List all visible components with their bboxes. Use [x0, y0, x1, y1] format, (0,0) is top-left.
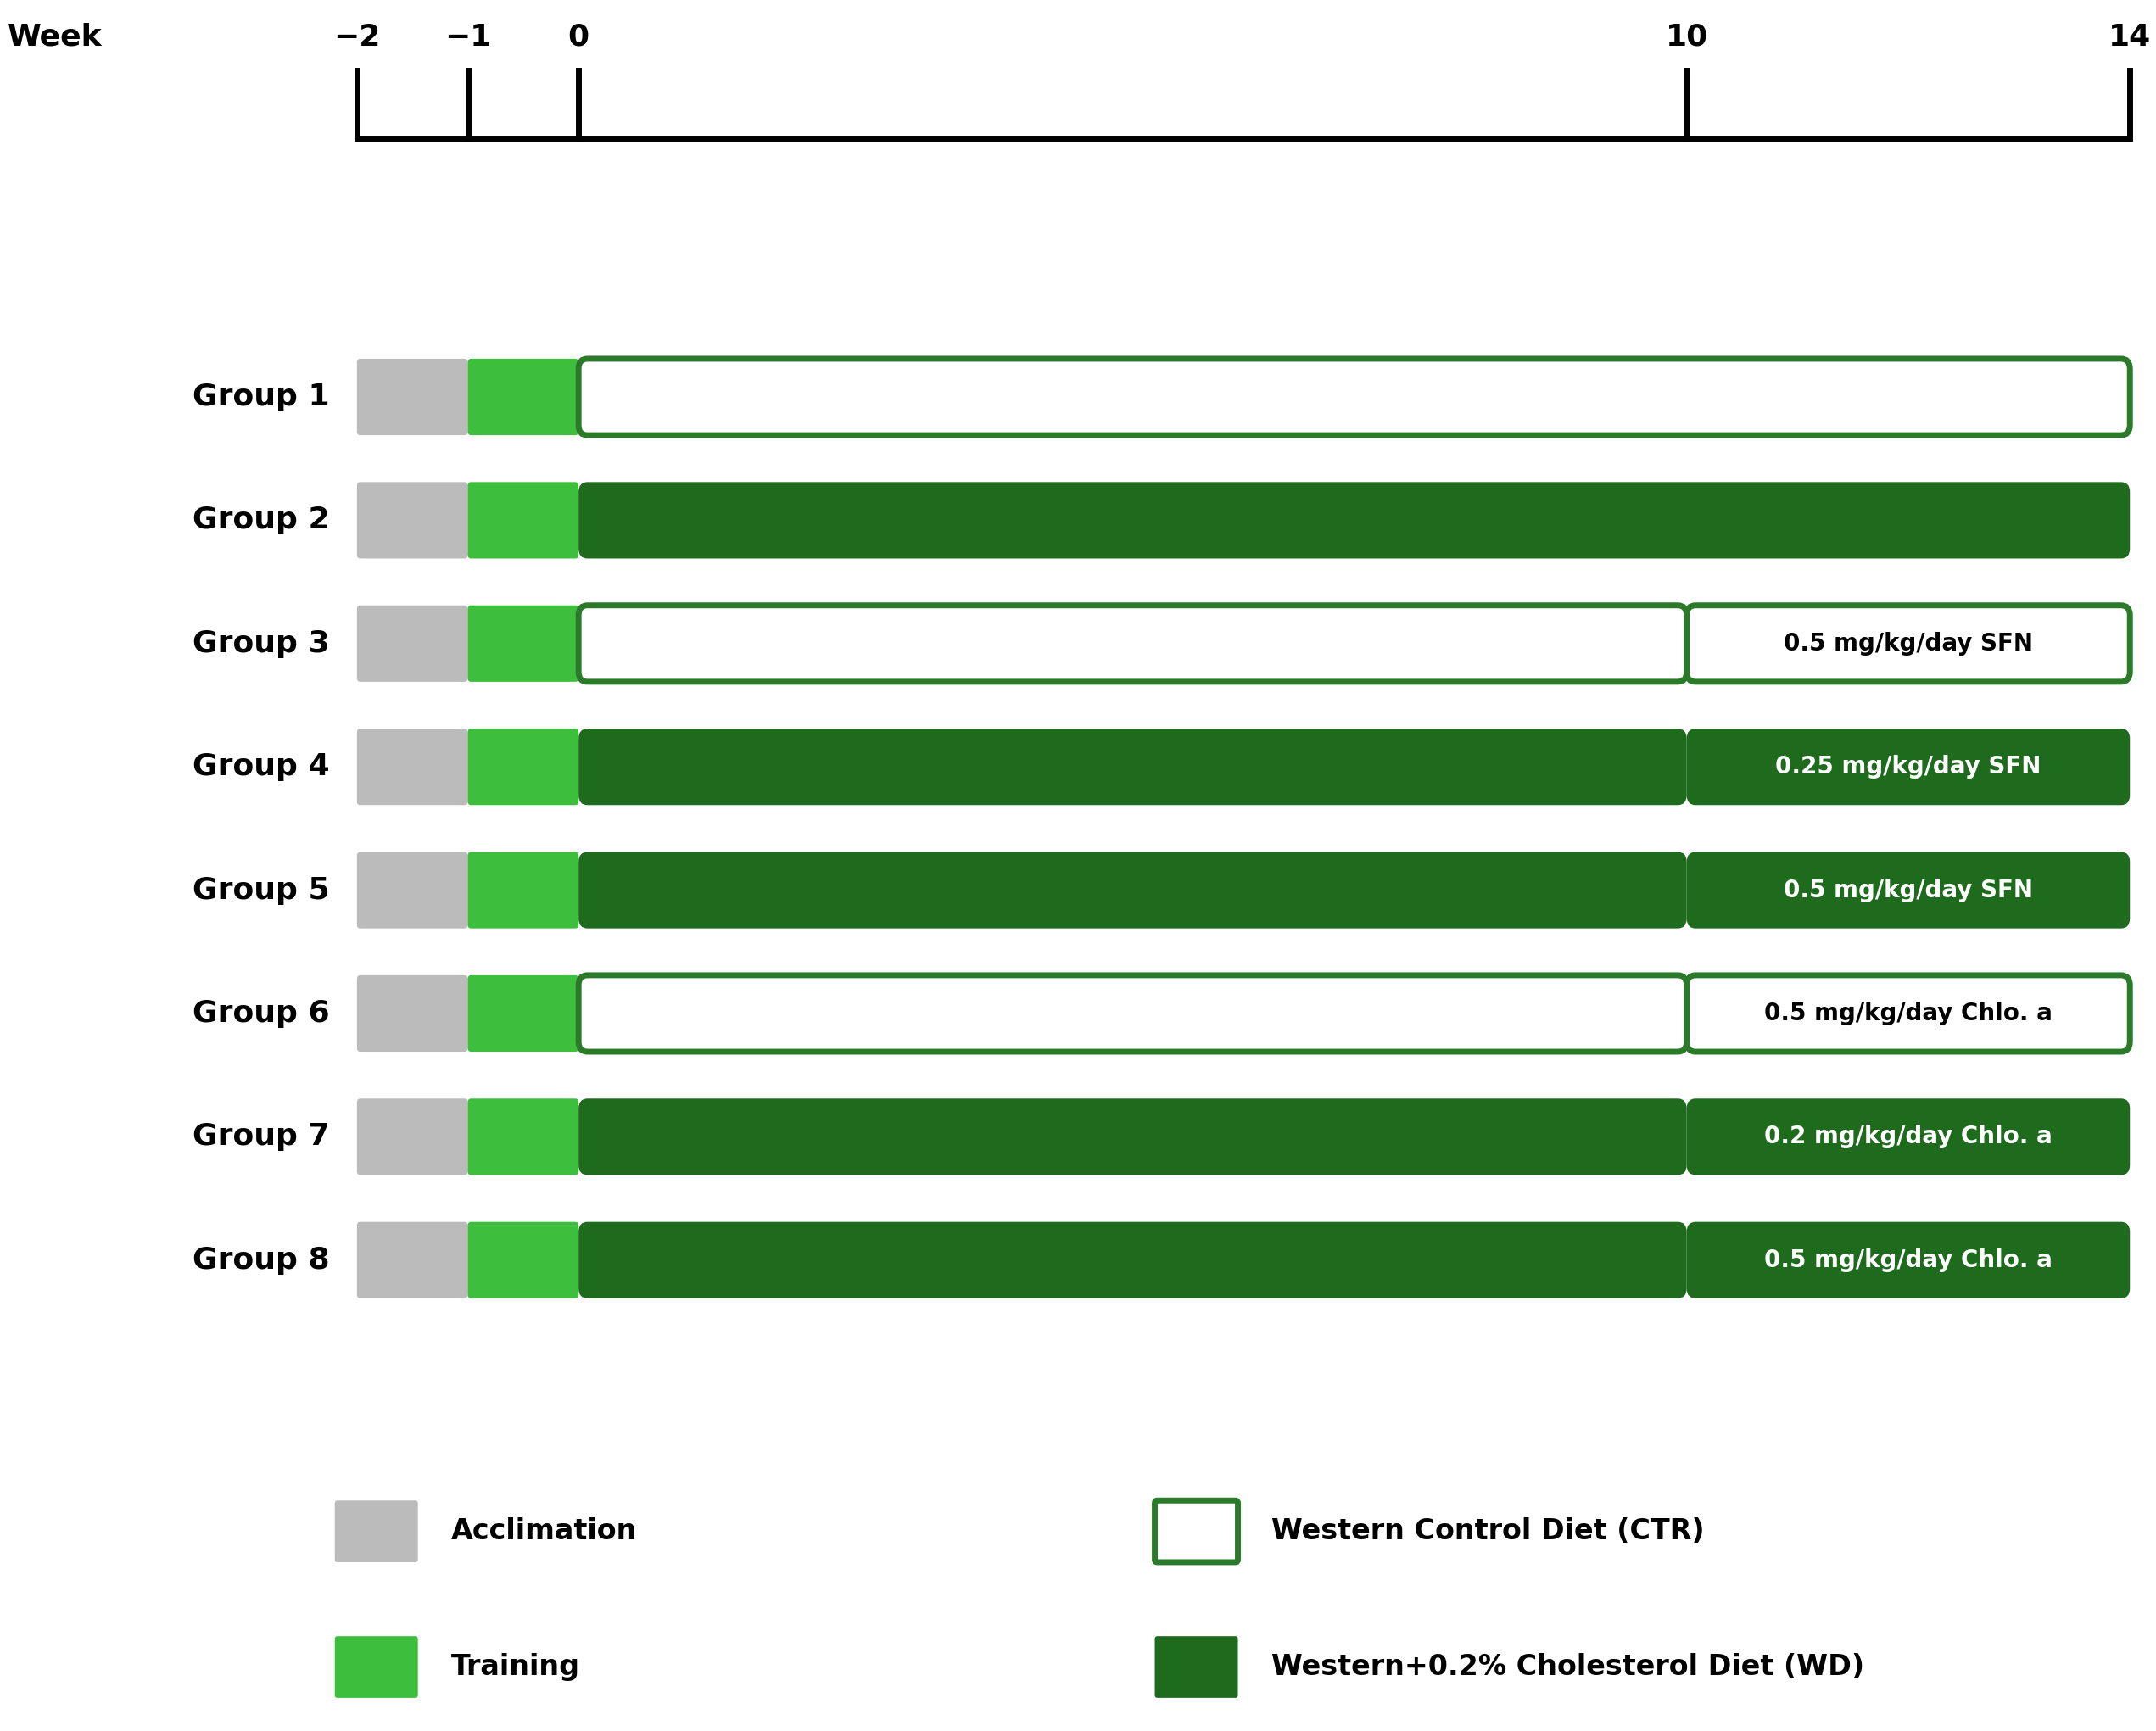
- FancyBboxPatch shape: [358, 1099, 468, 1175]
- FancyBboxPatch shape: [1686, 1222, 2130, 1298]
- Text: Group 4: Group 4: [192, 753, 330, 781]
- FancyBboxPatch shape: [358, 606, 468, 682]
- Text: Western+0.2% Cholesterol Diet (WD): Western+0.2% Cholesterol Diet (WD): [1272, 1653, 1865, 1681]
- FancyBboxPatch shape: [468, 975, 578, 1052]
- FancyBboxPatch shape: [1686, 852, 2130, 928]
- FancyBboxPatch shape: [578, 1222, 1686, 1298]
- FancyBboxPatch shape: [468, 481, 578, 559]
- FancyBboxPatch shape: [468, 358, 578, 434]
- Text: Group 2: Group 2: [192, 505, 330, 535]
- FancyBboxPatch shape: [578, 1099, 1686, 1175]
- Text: 0.25 mg/kg/day SFN: 0.25 mg/kg/day SFN: [1774, 755, 2042, 779]
- FancyBboxPatch shape: [334, 1501, 418, 1561]
- Text: Training: Training: [451, 1653, 580, 1681]
- FancyBboxPatch shape: [1686, 975, 2130, 1052]
- FancyBboxPatch shape: [1156, 1636, 1238, 1698]
- Text: 0.5 mg/kg/day SFN: 0.5 mg/kg/day SFN: [1783, 632, 2033, 656]
- FancyBboxPatch shape: [358, 358, 468, 434]
- Text: 0.5 mg/kg/day Chlo. a: 0.5 mg/kg/day Chlo. a: [1764, 1248, 2053, 1272]
- FancyBboxPatch shape: [1686, 1099, 2130, 1175]
- FancyBboxPatch shape: [578, 852, 1686, 928]
- FancyBboxPatch shape: [578, 606, 1686, 682]
- Text: 10: 10: [1664, 23, 1708, 52]
- FancyBboxPatch shape: [358, 852, 468, 928]
- Text: Group 7: Group 7: [192, 1122, 330, 1151]
- Text: Group 6: Group 6: [192, 999, 330, 1028]
- FancyBboxPatch shape: [578, 481, 2130, 559]
- Text: Group 5: Group 5: [192, 876, 330, 905]
- Text: Group 8: Group 8: [192, 1246, 330, 1274]
- FancyBboxPatch shape: [358, 481, 468, 559]
- FancyBboxPatch shape: [1156, 1501, 1238, 1561]
- Text: 0: 0: [567, 23, 589, 52]
- Text: 0.5 mg/kg/day SFN: 0.5 mg/kg/day SFN: [1783, 878, 2033, 902]
- Text: 0.2 mg/kg/day Chlo. a: 0.2 mg/kg/day Chlo. a: [1764, 1125, 2053, 1149]
- Text: 0.5 mg/kg/day Chlo. a: 0.5 mg/kg/day Chlo. a: [1764, 1002, 2053, 1025]
- Text: Group 1: Group 1: [192, 383, 330, 412]
- FancyBboxPatch shape: [468, 1222, 578, 1298]
- Text: 14: 14: [2109, 23, 2152, 52]
- FancyBboxPatch shape: [578, 729, 1686, 805]
- FancyBboxPatch shape: [468, 606, 578, 682]
- Text: Group 3: Group 3: [192, 628, 330, 658]
- FancyBboxPatch shape: [468, 852, 578, 928]
- FancyBboxPatch shape: [358, 729, 468, 805]
- FancyBboxPatch shape: [334, 1636, 418, 1698]
- Text: Week: Week: [9, 23, 103, 52]
- FancyBboxPatch shape: [578, 358, 2130, 434]
- FancyBboxPatch shape: [1686, 606, 2130, 682]
- FancyBboxPatch shape: [468, 1099, 578, 1175]
- FancyBboxPatch shape: [468, 729, 578, 805]
- FancyBboxPatch shape: [1686, 729, 2130, 805]
- Text: Acclimation: Acclimation: [451, 1518, 638, 1546]
- FancyBboxPatch shape: [358, 975, 468, 1052]
- FancyBboxPatch shape: [578, 975, 1686, 1052]
- Text: Western Control Diet (CTR): Western Control Diet (CTR): [1272, 1518, 1703, 1546]
- FancyBboxPatch shape: [358, 1222, 468, 1298]
- Text: −2: −2: [334, 23, 379, 52]
- Text: −1: −1: [444, 23, 492, 52]
